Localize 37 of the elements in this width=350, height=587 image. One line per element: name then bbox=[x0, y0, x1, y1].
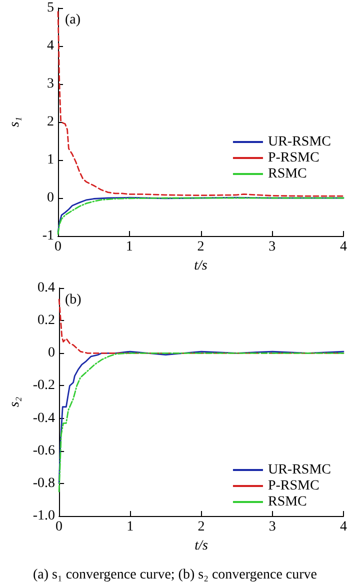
y-tick-label: -0.4 bbox=[32, 410, 56, 426]
y-axis-title: s₁ bbox=[8, 116, 22, 128]
x-tick-label: 4 bbox=[340, 240, 347, 254]
line-series bbox=[57, 11, 344, 197]
legend-label: UR-RSMC bbox=[268, 462, 332, 478]
y-tick-label: -1.0 bbox=[32, 508, 56, 524]
x-axis-title: t/s bbox=[194, 258, 208, 274]
legend-label: RSMC bbox=[268, 166, 307, 182]
y-tick-label: 0 bbox=[47, 190, 54, 206]
chart-title: (a) bbox=[65, 12, 81, 28]
y-tick-label: -1 bbox=[42, 228, 54, 244]
x-tick-label: 3 bbox=[268, 520, 276, 534]
x-tick-label: 1 bbox=[126, 240, 133, 254]
y-tick-label: 2 bbox=[47, 114, 54, 130]
x-tick-label: 2 bbox=[198, 520, 205, 534]
text: (a) s₁ convergence curve; (b) s₂ convergence curve bbox=[32, 568, 318, 582]
x-tick-label: 3 bbox=[268, 240, 276, 254]
y-tick-label: 0 bbox=[48, 346, 56, 361]
y-tick-label: 0.4 bbox=[38, 280, 56, 296]
y-axis-title: s₂ bbox=[8, 396, 22, 408]
y-tick-label: -0.2 bbox=[32, 378, 56, 394]
y-tick-label: 0.2 bbox=[38, 313, 56, 328]
x-tick-label: 4 bbox=[340, 520, 347, 534]
legend-label: UR-RSMC bbox=[268, 134, 332, 150]
legend-label: P-RSMC bbox=[268, 478, 320, 494]
x-tick-label: 1 bbox=[126, 520, 134, 534]
x-tick-label: 2 bbox=[197, 240, 204, 254]
chart-title: (b) bbox=[65, 292, 82, 308]
legend-label: P-RSMC bbox=[268, 150, 320, 166]
y-tick-label: 3 bbox=[47, 76, 54, 92]
legend-label: RSMC bbox=[268, 494, 307, 510]
y-tick-label: 4 bbox=[47, 38, 54, 54]
x-axis-title: t/s bbox=[194, 538, 208, 554]
y-tick-label: -0.8 bbox=[32, 476, 56, 491]
y-tick-label: -0.6 bbox=[32, 443, 56, 458]
y-tick-label: 1 bbox=[47, 152, 54, 168]
y-tick-label: 5 bbox=[47, 0, 54, 16]
